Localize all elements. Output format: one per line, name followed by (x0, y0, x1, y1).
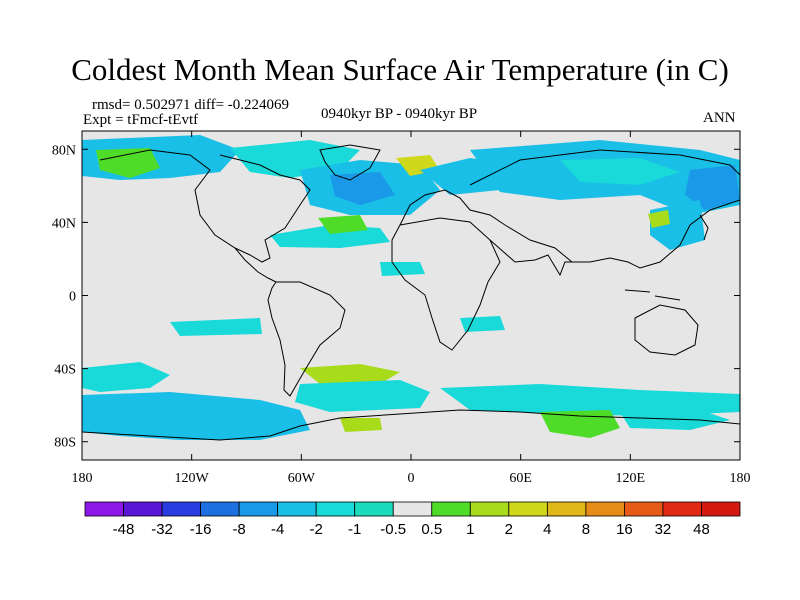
lat-tick-label: 40N (52, 216, 76, 231)
lon-tick-label: 60E (509, 471, 532, 486)
coast-japan (699, 214, 709, 241)
colorbar-swatch (431, 501, 471, 517)
anomaly-arctic-greenish (96, 148, 160, 178)
lat-tick-label: 80N (52, 143, 76, 158)
colorbar-label: -4 (271, 521, 284, 538)
colorbar-label: 1 (466, 521, 474, 538)
colorbar-swatch (277, 501, 317, 517)
colorbar-swatch (200, 501, 240, 517)
coast-arabia-india (489, 239, 572, 277)
lon-tick-label: 0 (408, 471, 415, 486)
colorbar-swatch (701, 501, 741, 517)
lat-tick-label: 40S (54, 363, 76, 378)
coast-indonesia (624, 289, 681, 301)
colorbar-label: -8 (232, 521, 245, 538)
colorbar-label: -2 (310, 521, 323, 538)
colorbar-swatch (354, 501, 394, 517)
rmsd-diff-stats: rmsd= 0.502971 diff= -0.224069 (92, 97, 290, 113)
coastlines (82, 144, 740, 441)
anomaly-indian-ocean (460, 316, 505, 332)
lon-tick-label: 120E (616, 471, 646, 486)
experiment-label: Expt = tFmcf-tEvtf (83, 112, 199, 128)
coast-africa (391, 217, 501, 351)
colorbar-swatch (84, 501, 124, 517)
lon-tick-label: 120W (175, 471, 210, 486)
anomaly-antarctic-green-2 (340, 418, 382, 432)
coast-australia (634, 304, 699, 356)
anomaly-africa-west (380, 262, 425, 276)
coast-south-america (267, 281, 346, 397)
colorbar-label: -32 (151, 521, 173, 538)
anomaly-layer (82, 135, 740, 440)
chart-title: Coldest Month Mean Surface Air Temperatu… (71, 52, 729, 87)
colorbar-label: 2 (505, 521, 513, 538)
colorbar-label: -1 (348, 521, 361, 538)
colorbar-swatch (238, 501, 279, 517)
coast-central-america (234, 247, 277, 283)
coast-antarctica (82, 409, 740, 441)
time-period-label: 0940kyr BP - 0940kyr BP (321, 106, 478, 122)
lon-tick-label: 180 (72, 471, 93, 486)
colorbar-swatch (123, 501, 163, 517)
colorbar-label: -0.5 (380, 521, 406, 538)
colorbar-swatch (469, 501, 510, 517)
lat-tick-label: 80S (54, 436, 76, 451)
anomaly-china-green (648, 210, 670, 228)
colorbar-swatch (161, 501, 201, 517)
anomaly-southern-ocean (82, 392, 310, 440)
anomaly-east-siberia (685, 165, 740, 210)
colorbar-label: 8 (582, 521, 590, 538)
lon-tick-label: 60W (288, 471, 316, 486)
anomaly-north-atlantic-core (330, 172, 395, 205)
colorbar-swatch (662, 501, 702, 517)
anomaly-southern-ocean-indian (440, 384, 740, 416)
map-axes: 180 120W 60W 0 60E 120E 180 80N 40N 0 40S 80S (52, 131, 751, 486)
colorbar-swatch (546, 501, 587, 517)
anomaly-south-pacific-a (82, 362, 170, 392)
anomaly-atlantic-mid-green (318, 215, 368, 234)
colorbar-swatch (585, 501, 625, 517)
colorbar-label: -16 (190, 521, 212, 538)
anomaly-south-atlantic-green (300, 364, 400, 384)
anomaly-south-atlantic (295, 380, 430, 412)
coast-greenland (319, 144, 381, 181)
anomaly-pacific-east (170, 318, 262, 336)
coast-europe (399, 189, 506, 226)
colorbar: -48 -32 -16 -8 -4 -2 -1 -0.5 0.5 1 2 4 8 16 32 48 (84, 501, 741, 538)
anomaly-antarctic-blue (620, 410, 730, 430)
colorbar-label: 16 (616, 521, 633, 538)
lat-tick-label: 0 (69, 290, 76, 305)
colorbar-swatch (315, 501, 356, 517)
colorbar-swatch (508, 501, 548, 517)
lon-tick-label: 180 (730, 471, 751, 486)
season-label: ANN (703, 110, 736, 126)
colorbar-label: -48 (113, 521, 135, 538)
coast-north-america (99, 149, 311, 263)
colorbar-label: 32 (655, 521, 672, 538)
coast-asia (469, 149, 740, 269)
colorbar-label: 48 (693, 521, 710, 538)
colorbar-label: 4 (543, 521, 551, 538)
colorbar-swatch (392, 501, 433, 517)
colorbar-label: 0.5 (421, 521, 442, 538)
anomaly-eurasia-core (560, 158, 680, 185)
colorbar-swatch (624, 501, 664, 517)
